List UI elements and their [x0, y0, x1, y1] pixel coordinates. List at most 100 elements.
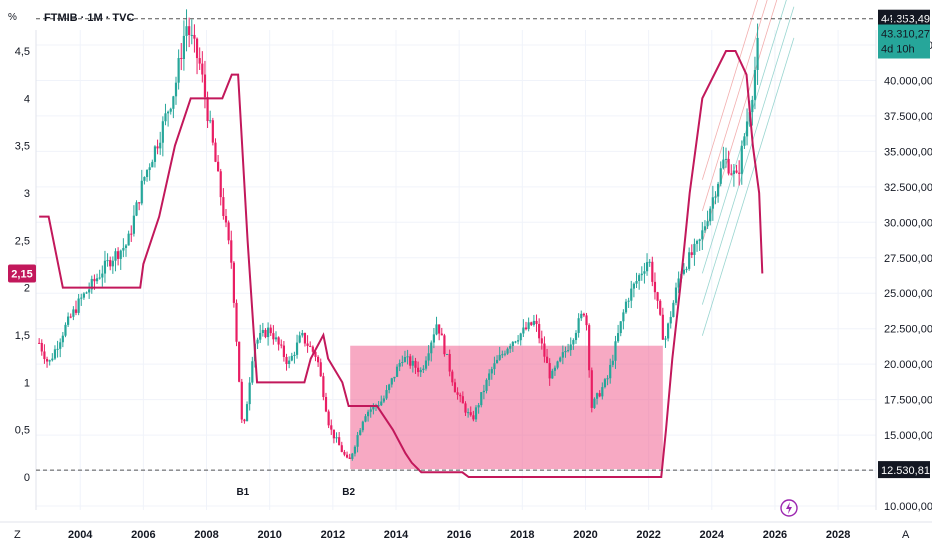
candle: [743, 136, 746, 146]
candle: [519, 333, 522, 341]
candle: [348, 457, 351, 459]
candle: [261, 329, 264, 333]
candle: [617, 333, 620, 342]
candle: [211, 120, 214, 143]
candle: [472, 415, 475, 420]
candle: [732, 170, 735, 175]
candle: [453, 382, 457, 393]
candle: [298, 335, 301, 343]
candle: [361, 421, 364, 431]
candle: [314, 351, 317, 357]
candle: [64, 324, 67, 336]
candle: [461, 396, 464, 404]
candle: [738, 172, 741, 174]
candle: [477, 405, 480, 408]
candle: [59, 342, 62, 349]
candle: [190, 34, 193, 36]
candle: [701, 230, 704, 240]
candle: [451, 371, 454, 383]
x-axis: 2004 2006 2008 2010 2012 2014 2016 2018 2020 2022…: [68, 529, 850, 541]
candle: [717, 183, 720, 197]
candle: [522, 327, 525, 334]
candle: [606, 378, 609, 380]
candle: [161, 121, 164, 143]
candle: [353, 446, 357, 454]
candle: [530, 322, 533, 325]
right-tick-label: 17.500,00: [884, 395, 932, 407]
left-axis: 4,5 4 3,5 3 2,5 2 1,5 1 0,5 0 2,15: [8, 46, 36, 484]
candle: [74, 309, 78, 313]
trend-channel: [701, 0, 795, 336]
candle: [82, 293, 85, 298]
candle: [401, 361, 404, 364]
right-tick-label: 27.500,00: [884, 253, 932, 265]
candle: [482, 390, 485, 393]
candle: [667, 323, 670, 339]
candle: [745, 121, 749, 137]
candle: [509, 345, 512, 349]
left-scale-button[interactable]: Z: [14, 529, 21, 541]
candle: [517, 340, 520, 342]
candle: [167, 111, 170, 114]
candle: [532, 320, 535, 325]
candle: [101, 273, 104, 278]
candle: [685, 268, 688, 270]
candle: [95, 278, 99, 282]
candle: [138, 202, 141, 204]
right-unit-label[interactable]: EUR: [888, 12, 911, 24]
candle: [309, 345, 312, 347]
right-tick-label: 40.000,00: [884, 75, 932, 87]
candle: [90, 278, 93, 290]
left-unit-label: %: [8, 12, 17, 23]
candle: [469, 412, 472, 416]
candle: [114, 251, 117, 261]
right-tick-label: 10.000,00: [884, 501, 932, 513]
candle: [240, 381, 243, 420]
x-tick-label: 2004: [68, 529, 93, 541]
candle: [438, 324, 441, 334]
candle: [651, 261, 654, 282]
x-tick-label: 2014: [384, 529, 409, 541]
candle: [109, 260, 112, 267]
right-tick-label: 37.500,00: [884, 111, 932, 123]
candle: [264, 329, 267, 338]
candle: [195, 38, 199, 59]
candle: [756, 37, 759, 70]
candle: [201, 63, 204, 75]
candle: [430, 342, 433, 354]
candle: [388, 384, 391, 391]
candle: [672, 302, 675, 317]
candle: [414, 360, 417, 368]
x-tick-label: 2012: [321, 529, 345, 541]
candle: [490, 369, 493, 374]
candle: [690, 252, 693, 255]
candle: [445, 353, 449, 355]
high-price-label: 44.353,49: [881, 14, 930, 26]
right-tick-label: 20.000,00: [884, 359, 932, 371]
candle: [106, 260, 109, 262]
candle: [214, 142, 217, 162]
right-axis: 42.500,0040.000,0037.500,0035.000,0032.5…: [884, 40, 932, 513]
high-price-badge: [878, 9, 930, 27]
candle: [295, 342, 299, 355]
lightning-icon[interactable]: [780, 499, 798, 517]
current-rate-label: 2,15: [11, 268, 32, 280]
candle: [188, 26, 191, 35]
candle: [332, 429, 335, 439]
candle: [645, 262, 649, 272]
candle: [664, 338, 667, 340]
candle: [127, 233, 130, 246]
candle: [609, 364, 612, 379]
candle: [456, 392, 459, 395]
right-scale-button[interactable]: A: [902, 529, 910, 541]
candle: [303, 332, 307, 344]
candle: [248, 382, 251, 405]
candle: [630, 288, 633, 301]
left-tick-label: 4,5: [15, 46, 30, 58]
left-tick-label: 0: [24, 472, 30, 484]
candle: [80, 297, 83, 299]
candle: [130, 233, 133, 235]
candle: [722, 159, 725, 169]
candle: [590, 370, 593, 408]
